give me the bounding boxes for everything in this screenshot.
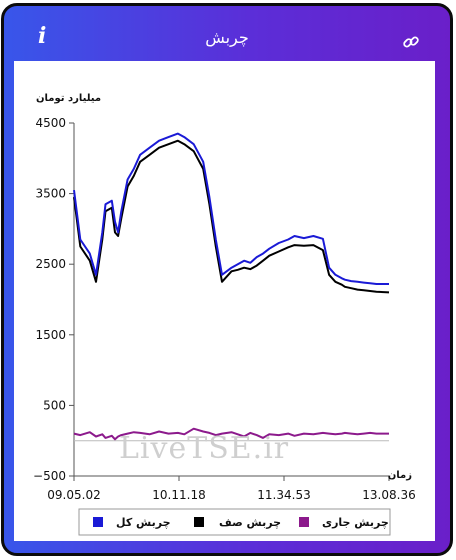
legend-label: چربش کل bbox=[116, 516, 171, 529]
legend-swatch bbox=[299, 517, 309, 527]
y-tick-label: 3500 bbox=[35, 187, 66, 201]
y-axis-label: میلیارد تومان bbox=[36, 93, 101, 104]
link-icon[interactable] bbox=[402, 33, 420, 51]
x-tick-label: 09.05.02 bbox=[47, 488, 100, 502]
x-tick-label: 10.11.18 bbox=[152, 488, 205, 502]
watermark: LiveTSE.ir bbox=[119, 431, 290, 466]
legend: چربش کل چربش صف چربش جاری bbox=[78, 508, 391, 536]
y-tick-label: 4500 bbox=[35, 116, 66, 130]
page-title: چربش bbox=[205, 28, 249, 47]
x-tick-label: 13.08.36 bbox=[362, 488, 415, 502]
series-line-0 bbox=[73, 132, 389, 285]
header: i چربش bbox=[4, 6, 450, 61]
info-icon[interactable]: i bbox=[38, 23, 47, 49]
legend-swatch bbox=[93, 517, 103, 527]
chart-axes: 4500 3500 2500 1500 500 −500 09.05.02 10.11.18 1… bbox=[33, 116, 416, 502]
chart-lines bbox=[73, 132, 390, 441]
x-tick-label: 11.34.53 bbox=[257, 488, 310, 502]
y-tick-label: 2500 bbox=[35, 257, 66, 271]
y-tick-label: 500 bbox=[43, 398, 66, 412]
y-tick-label: 1500 bbox=[35, 328, 66, 342]
legend-box bbox=[78, 508, 391, 536]
chart-card: 4500 3500 2500 1500 500 −500 09.05.02 10.11.18 1… bbox=[14, 61, 435, 541]
legend-swatch bbox=[194, 517, 204, 527]
y-tick-label: −500 bbox=[33, 469, 66, 483]
series-line-2 bbox=[73, 427, 389, 441]
series-line-1 bbox=[73, 139, 390, 294]
chart: 4500 3500 2500 1500 500 −500 09.05.02 10.11.18 1… bbox=[33, 93, 416, 536]
x-axis-label: زمان bbox=[388, 470, 412, 481]
legend-label: چربش جاری bbox=[322, 516, 389, 529]
app-window: i چربش 4500 3500 2500 1500 500 −500 09.05.02 10… bbox=[1, 3, 453, 556]
legend-label: چربش صف bbox=[219, 516, 281, 529]
